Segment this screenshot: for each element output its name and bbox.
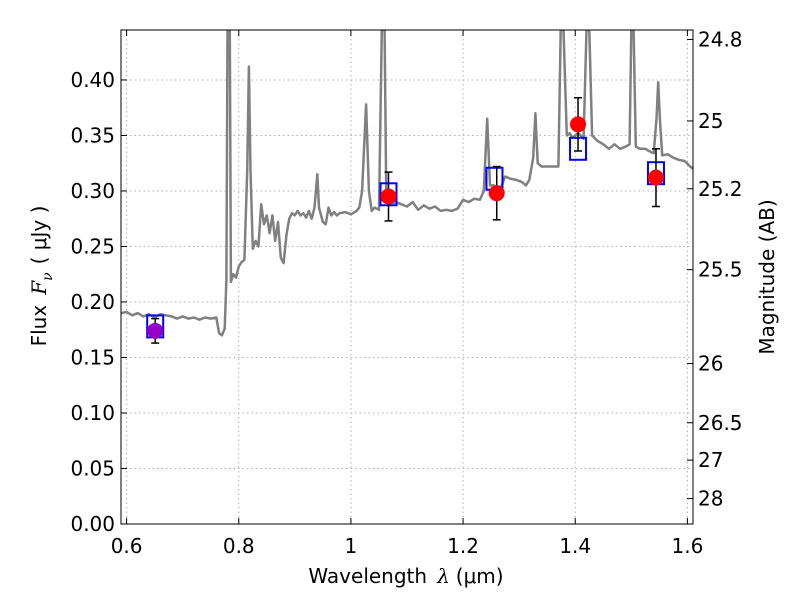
y-axis-label-unit: ( μJy ) — [27, 206, 51, 265]
y2-tick-label: 24.8 — [698, 27, 743, 51]
x-tick-label: 0.6 — [111, 534, 143, 558]
y2-tick-label: 25 — [698, 109, 723, 133]
spectrum-series — [121, 30, 693, 337]
observed-point-group-1 — [380, 171, 397, 222]
y2-axis-ticks: 24.8 25 25.2 25.5 26 26.5 27 28 — [687, 27, 743, 511]
x-tick-label: 1.4 — [559, 534, 591, 558]
y-tick-label: 0.15 — [70, 345, 115, 369]
y-axis-label-subscript: ν — [40, 272, 56, 281]
y-axis-label-text: Flux — [27, 305, 51, 347]
y2-axis-label: Magnitude (AB) — [755, 199, 779, 354]
observed-photometry-series — [147, 96, 664, 344]
y2-tick-label: 26 — [698, 352, 723, 376]
y-axis-label: Flux Fν ( μJy ) — [27, 206, 56, 347]
observed-point-3 — [570, 116, 587, 133]
y2-tick-label: 28 — [698, 487, 723, 511]
y2-tick-label: 25.5 — [698, 258, 743, 282]
x-tick-label: 1.2 — [447, 534, 479, 558]
y2-tick-label: 25.2 — [698, 177, 743, 201]
y-tick-label: 0.00 — [70, 512, 115, 536]
x-tick-label: 0.8 — [223, 534, 255, 558]
y2-tick-label: 27 — [698, 448, 723, 472]
y-axis-label-symbol: F — [27, 280, 51, 296]
y-tick-label: 0.35 — [70, 123, 115, 147]
y-tick-label: 0.30 — [70, 179, 115, 203]
observed-point-group-2 — [488, 165, 505, 221]
x-axis-ticks: 0.6 0.8 1 1.2 1.4 1.6 — [111, 30, 703, 558]
y2-tick-label: 26.5 — [698, 411, 743, 435]
observed-point-group-3 — [570, 96, 587, 152]
plot-frame — [120, 29, 694, 525]
observed-point-group-4 — [647, 148, 664, 208]
x-tick-label: 1 — [345, 534, 358, 558]
y-tick-label: 0.25 — [70, 234, 115, 258]
x-axis-label-unit: (μm) — [456, 564, 504, 588]
x-axis-label: Wavelength λ (μm) — [308, 564, 503, 588]
observed-point-4 — [647, 169, 664, 186]
x-axis-label-symbol: λ — [436, 564, 450, 588]
observed-point-group-0 — [147, 317, 164, 344]
observed-point-0 — [147, 322, 164, 339]
x-axis-label-text: Wavelength — [308, 564, 427, 588]
spectrum-line — [121, 30, 693, 337]
y-tick-label: 0.10 — [70, 401, 115, 425]
y-tick-label: 0.40 — [70, 68, 115, 92]
y-tick-label: 0.20 — [70, 290, 115, 314]
observed-point-1 — [380, 188, 397, 205]
y-tick-label: 0.05 — [70, 456, 115, 480]
y-axis-ticks: 0.00 0.05 0.10 0.15 0.20 0.25 0.30 0.35 0.40 — [70, 68, 127, 536]
observed-point-2 — [488, 185, 505, 202]
x-tick-label: 1.6 — [671, 534, 703, 558]
